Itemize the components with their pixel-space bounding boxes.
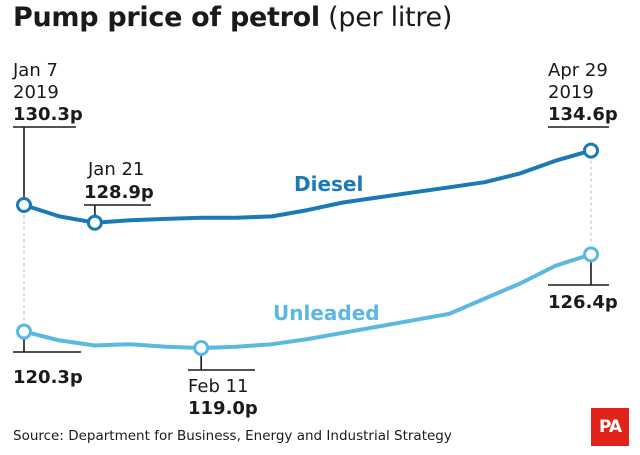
diesel-marker-1 xyxy=(86,214,103,231)
apr29-date-label: Apr 29 xyxy=(548,60,608,81)
jan7-date-label: Jan 7 xyxy=(12,60,58,81)
jan21-diesel-value: 128.9p xyxy=(84,182,154,203)
apr29-year-label: 2019 xyxy=(548,82,594,103)
unleaded-marker-5 xyxy=(583,246,599,263)
diesel-marker-2 xyxy=(583,142,599,159)
unleaded-line xyxy=(22,252,593,350)
diesel-series-label: Diesel xyxy=(294,172,363,196)
source-note: Source: Department for Business, Energy … xyxy=(13,428,452,444)
jan21-date-label: Jan 21 xyxy=(87,159,144,180)
chart-title: Pump price of petrol (per litre) xyxy=(13,2,452,33)
diesel-line xyxy=(22,148,593,225)
title-main: Pump price of petrol xyxy=(13,2,320,33)
feb11-unleaded-value: 119.0p xyxy=(188,398,258,419)
unleaded-marker-4 xyxy=(193,340,210,356)
jan7-year-label: 2019 xyxy=(13,82,59,103)
diesel-marker-0 xyxy=(16,197,32,213)
unleaded-marker-3 xyxy=(16,323,32,340)
pa-logo: PA xyxy=(591,408,629,446)
point-markers xyxy=(16,142,599,356)
feb11-date-label: Feb 11 xyxy=(188,376,249,397)
unleaded-series-label: Unleaded xyxy=(273,301,380,325)
apr29-diesel-value: 134.6p xyxy=(548,104,618,125)
title-unit: (per litre) xyxy=(328,2,453,33)
jan7-diesel-value: 130.3p xyxy=(13,104,83,125)
jan7-unleaded-value: 120.3p xyxy=(13,367,83,388)
apr29-unleaded-value: 126.4p xyxy=(548,292,618,313)
